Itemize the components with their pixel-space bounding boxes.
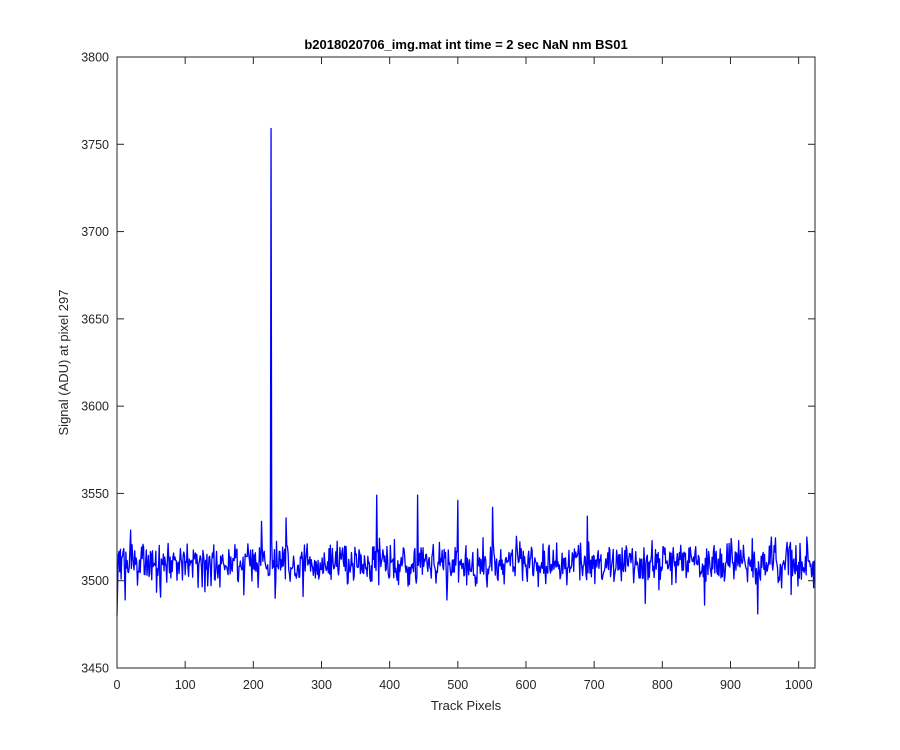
series-layer — [116, 127, 815, 616]
x-tick-label: 300 — [311, 678, 332, 692]
y-tick-label: 3600 — [81, 400, 109, 414]
x-tick-label: 0 — [114, 678, 121, 692]
y-tick-label: 3450 — [81, 662, 109, 676]
y-tick-label: 3800 — [81, 51, 109, 65]
x-tick-label: 800 — [652, 678, 673, 692]
x-tick-label: 100 — [175, 678, 196, 692]
x-axis-label: Track Pixels — [431, 698, 502, 713]
y-axis: 3450 3500 3550 3600 3650 3700 3750 3800 — [81, 51, 815, 676]
x-tick-label: 700 — [584, 678, 605, 692]
x-tick-label: 500 — [447, 678, 468, 692]
y-tick-label: 3550 — [81, 487, 109, 501]
x-tick-label: 900 — [720, 678, 741, 692]
x-tick-label: 200 — [243, 678, 264, 692]
x-tick-label: 1000 — [785, 678, 813, 692]
x-tick-label: 600 — [516, 678, 537, 692]
signal-series-line — [116, 127, 815, 616]
y-tick-label: 3750 — [81, 138, 109, 152]
y-axis-label: Signal (ADU) at pixel 297 — [56, 290, 71, 436]
y-tick-label: 3500 — [81, 574, 109, 588]
x-tick-label: 400 — [379, 678, 400, 692]
x-axis: 0 100 200 300 400 500 600 700 800 900 1000 — [114, 57, 813, 692]
y-tick-label: 3650 — [81, 312, 109, 326]
chart-title: b2018020706_img.mat int time = 2 sec NaN… — [304, 37, 627, 52]
axes-box — [116, 56, 816, 669]
y-tick-label: 3700 — [81, 225, 109, 239]
